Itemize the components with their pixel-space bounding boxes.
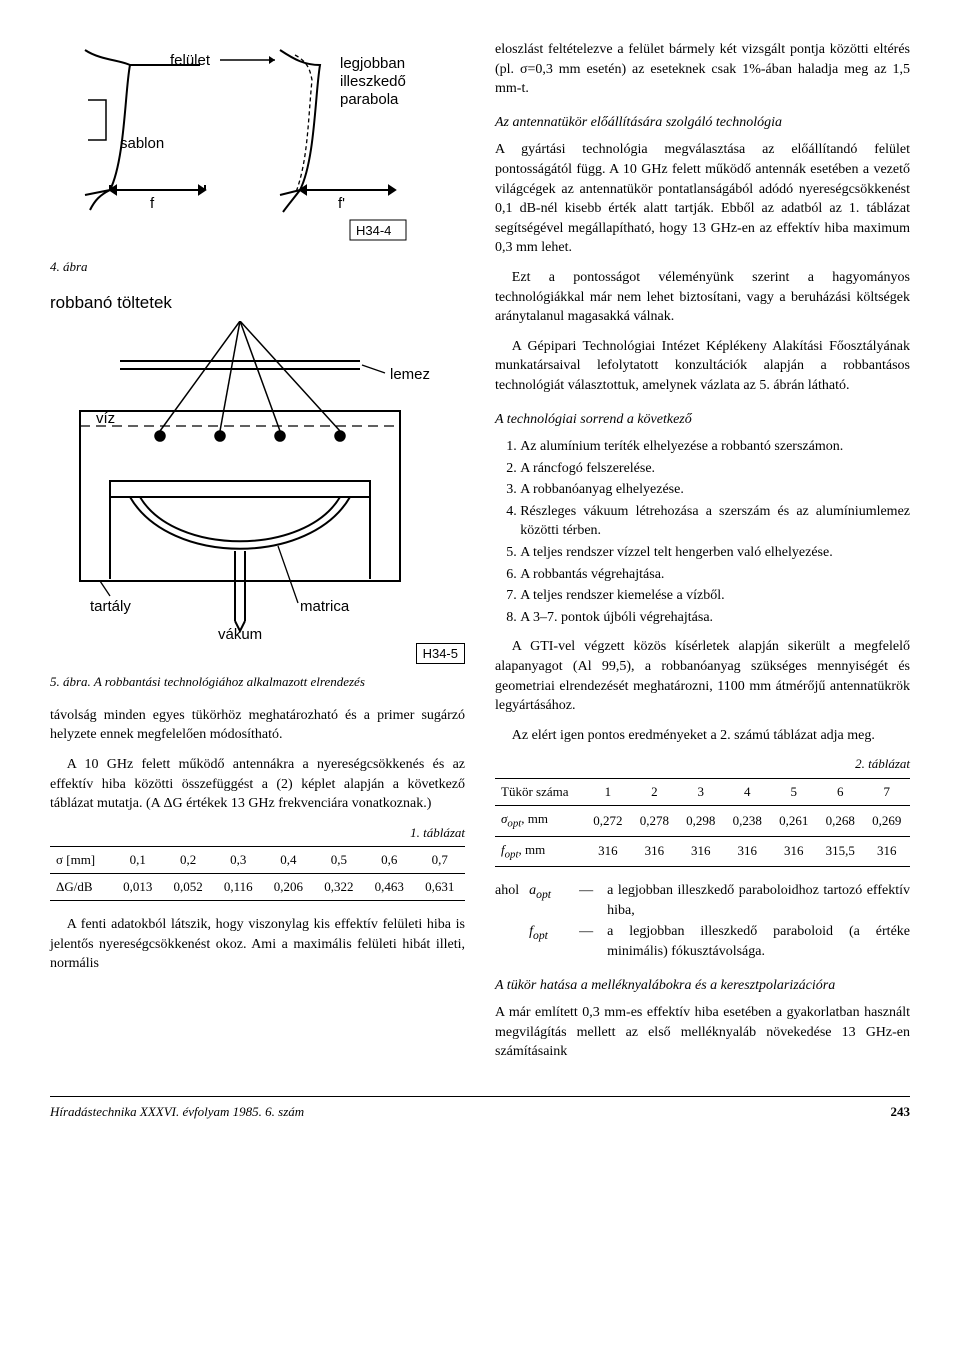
figure-4: sablon f felület f' legjobban [50,40,465,276]
left-p1: távolság minden egyes tükörhöz meghatáro… [50,706,465,745]
fig4-label-felulet: felület [170,52,211,69]
steps-list: Az alumínium teríték elhelyezése a robba… [495,437,910,627]
right-h2: A technológiai sorrend a következő [495,410,910,430]
right-p3: Ezt a pontosságot véleményünk szerint a … [495,268,910,327]
figure-4-svg: sablon f felület f' legjobban [50,40,450,250]
right-h1: Az antennatükör előállítására szolgáló t… [495,113,910,133]
table2-header-label: Tükör száma [495,778,585,805]
table-2: Tükör száma 1 2 3 4 5 6 7 σopt, mm 0,272… [495,778,910,868]
table-1: σ [mm] 0,1 0,2 0,3 0,4 0,5 0,6 0,7 ΔG/dB… [50,846,465,901]
fig5-label-vakum: vákum [218,626,262,641]
figure-5: robbanó töltetek [50,291,465,691]
right-p4: A Gépipari Technológiai Intézet Képléken… [495,337,910,396]
step-2: A ráncfogó felszerelése. [520,459,910,479]
right-p1: eloszlást feltételezve a felület bármely… [495,40,910,99]
step-5: A teljes rendszer vízzel telt hengerben … [520,543,910,563]
footer-journal: Híradástechnika XXXVI. évfolyam 1985. 6.… [50,1103,304,1121]
left-p3: A fenti adatokból látszik, hogy viszonyl… [50,915,465,974]
where-def-2: a legjobban illeszkedő paraboloid (a ért… [607,922,910,961]
fig4-label-illeszkedo: illeszkedő [340,73,406,90]
figure-5-caption: 5. ábra. A robbantási technológiához alk… [50,673,465,691]
fig5-box-label: H34-5 [416,643,465,664]
fig5-label-lemez: lemez [390,366,430,383]
step-3: A robbanóanyag elhelyezése. [520,480,910,500]
fig5-label-robbano: robbanó töltetek [50,291,465,315]
right-p6: Az elért igen pontos eredményeket a 2. s… [495,726,910,746]
fig4-label-fprime: f' [338,195,345,212]
fig5-label-tartaly: tartály [90,598,131,615]
page-footer: Híradástechnika XXXVI. évfolyam 1985. 6.… [50,1096,910,1121]
right-h3: A tükör hatása a melléknyalábokra és a k… [495,976,910,996]
right-p5: A GTI-vel végzett közös kísérletek alapj… [495,637,910,715]
step-7: A teljes rendszer kiemelése a vízből. [520,586,910,606]
right-p7: A már említett 0,3 mm-es effektív hiba e… [495,1003,910,1062]
footer-page: 243 [891,1103,911,1121]
table2-title: 2. táblázat [495,755,910,773]
fig4-label-parabola: parabola [340,91,399,108]
figure-4-caption: 4. ábra [50,258,465,276]
fig4-label-f: f [150,195,155,212]
step-8: A 3–7. pontok újbóli végrehajtása. [520,608,910,628]
step-4: Részleges vákuum létrehozása a szerszám … [520,502,910,541]
fig4-label-sablon: sablon [120,135,164,152]
table1-row1-label: σ [mm] [50,846,113,873]
right-p2: A gyártási technológia megválasztása az … [495,140,910,258]
table1-title: 1. táblázat [50,824,465,842]
where-intro: ahol [495,881,519,920]
figure-5-svg: lemez víz [50,321,450,641]
left-p2: A 10 GHz felett működő antennákra a nyer… [50,755,465,814]
fig5-label-viz: víz [96,410,115,427]
fig5-label-matrica: matrica [300,598,350,615]
step-1: Az alumínium teríték elhelyezése a robba… [520,437,910,457]
fig4-label-legjobban: legjobban [340,55,405,72]
where-def-1: a legjobban illeszkedő paraboloidhoz tar… [607,881,910,920]
step-6: A robbantás végrehajtása. [520,565,910,585]
table1-row2-label: ΔG/dB [50,874,113,901]
fig4-box-label: H34-4 [356,223,391,238]
